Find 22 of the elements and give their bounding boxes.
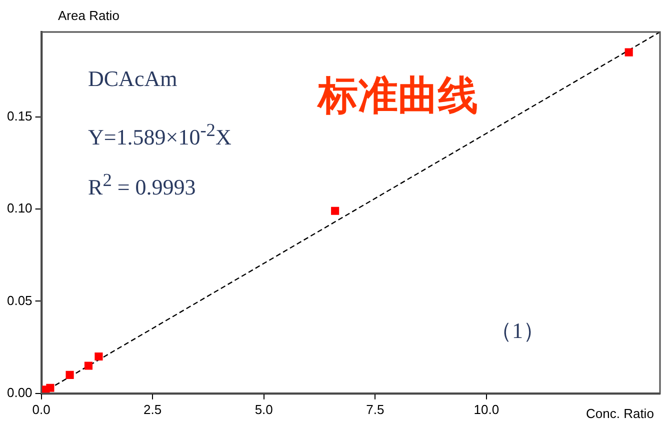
annotation: DCAcAm (88, 66, 178, 92)
y-tick-label: 0.10 (6, 200, 32, 216)
point (84, 362, 93, 370)
y-axis-title: Area Ratio (58, 8, 120, 23)
text: 标准曲线 (318, 72, 478, 121)
point (66, 370, 74, 379)
annotation: R$^{2}$ = 0.9993 (88, 170, 196, 200)
annotation: （1） (490, 317, 545, 345)
point (331, 206, 340, 215)
x-tick-label: 0.0 (32, 402, 50, 417)
y-tick-label: 0.00 (6, 384, 32, 400)
y-tick-label: 0.05 (6, 292, 32, 308)
point (46, 384, 54, 392)
x-tick-label: 10.0 (474, 402, 500, 417)
annotation: Y=1.589×10$^{-2}$X (88, 120, 232, 150)
x-axis-title: Conc. Ratio (586, 406, 654, 421)
x-tick-label: 7.5 (366, 402, 384, 417)
y-tick-label: 0.15 (6, 108, 32, 124)
point (94, 352, 103, 361)
point (624, 48, 633, 56)
x-tick-label: 2.5 (144, 402, 162, 417)
x-tick-label: 5.0 (254, 402, 273, 417)
